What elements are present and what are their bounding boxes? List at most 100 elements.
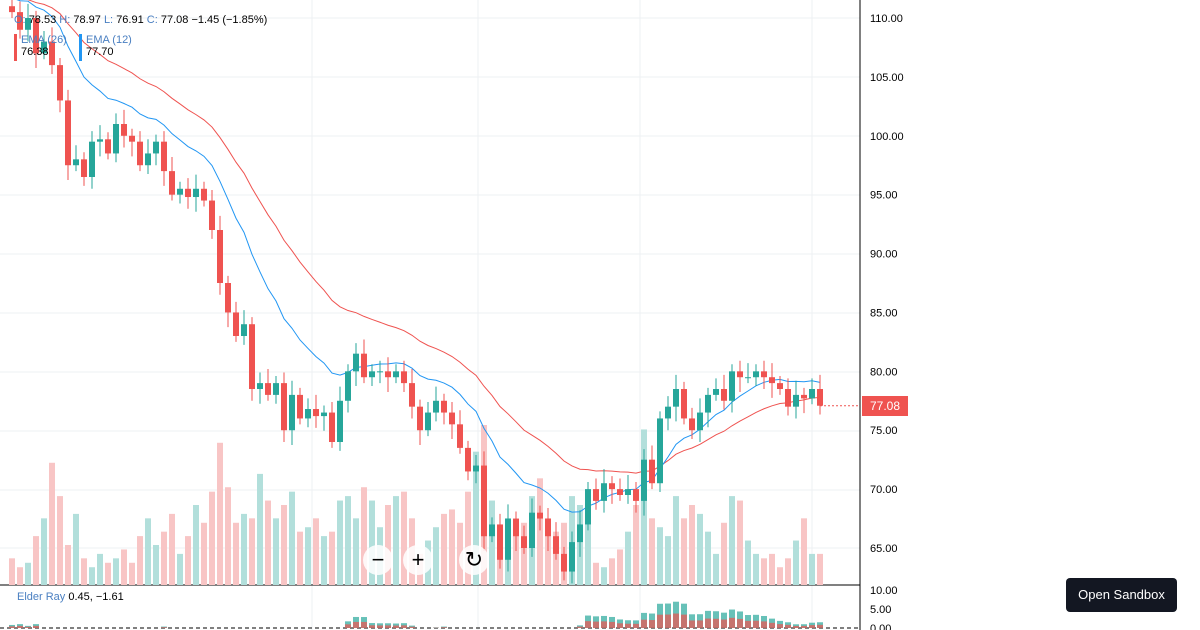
volume-bar (289, 491, 295, 585)
candle-body (129, 135, 135, 142)
volume-bar (65, 545, 71, 585)
candle-body (769, 377, 775, 384)
bear-power-bar (393, 625, 399, 628)
volume-bar (585, 518, 591, 585)
candle-body (153, 141, 159, 154)
elder-axis-label: 10.00 (870, 585, 898, 597)
bear-power-bar (681, 614, 687, 628)
volume-bar (393, 496, 399, 585)
bear-power-bar (809, 625, 815, 628)
zoom-in-button[interactable]: + (403, 545, 433, 575)
volume-bar (233, 522, 239, 585)
volume-bar (729, 496, 735, 585)
volume-bar (489, 500, 495, 585)
volume-bar (353, 518, 359, 585)
candle-body (737, 371, 743, 378)
volume-bar (321, 536, 327, 585)
bear-power-bar (577, 626, 583, 628)
volume-bar (537, 478, 543, 585)
candle-body (321, 412, 327, 417)
zoom-out-button[interactable]: − (363, 545, 393, 575)
volume-bar (369, 500, 375, 585)
candle-body (521, 536, 527, 548)
volume-bar (681, 518, 687, 585)
candle-body (641, 459, 647, 501)
candle-body (409, 383, 415, 407)
elder-axis-label: 0.00 (870, 623, 891, 630)
bear-power-bar (385, 625, 391, 628)
candle-body (345, 371, 351, 401)
bear-power-bar (785, 624, 791, 628)
volume-bar (793, 540, 799, 585)
price-axis-label: 90.00 (870, 249, 898, 261)
candle-body (249, 324, 255, 389)
candle-body (753, 371, 759, 378)
candle-body (777, 383, 783, 389)
bear-power-bar (601, 621, 607, 628)
ema12-line (16, 0, 821, 513)
bear-power-bar (657, 614, 663, 628)
candle-body (481, 465, 487, 537)
candle-body (593, 489, 599, 501)
candle-body (729, 371, 735, 401)
candle-body (33, 18, 39, 54)
candle-body (113, 124, 119, 154)
candle-body (257, 383, 263, 389)
reset-button[interactable]: ↻ (459, 545, 489, 575)
volume-bar (281, 505, 287, 585)
ema26-line (25, 0, 821, 474)
candle-body (273, 383, 279, 395)
volume-bar (401, 491, 407, 585)
volume-bar (385, 505, 391, 585)
bear-power-bar (625, 623, 631, 628)
volume-bar (337, 500, 343, 585)
volume-bar (225, 487, 231, 585)
volume-bar (241, 513, 247, 585)
candle-body (689, 418, 695, 431)
candle-body (401, 371, 407, 384)
candle-body (585, 489, 591, 525)
volume-bar (209, 491, 215, 585)
volume-bar (761, 558, 767, 585)
candle-body (241, 324, 247, 336)
volume-bar (449, 509, 455, 585)
volume-bar (113, 558, 119, 585)
price-axis-label: 110.00 (870, 13, 903, 25)
volume-bar (153, 545, 159, 585)
volume-bar (361, 487, 367, 585)
low-value: 76.91 (116, 14, 144, 26)
candle-body (57, 65, 63, 101)
candle-body (193, 188, 199, 198)
volume-bar (145, 518, 151, 585)
candle-body (313, 409, 319, 417)
candle-body (9, 6, 15, 13)
candle-body (457, 424, 463, 448)
candle-body (225, 283, 231, 313)
open-sandbox-button[interactable]: Open Sandbox (1066, 578, 1177, 612)
candle-body (25, 18, 31, 30)
bear-power-bar (737, 618, 743, 628)
candle-body (617, 489, 623, 495)
bear-power-bar (345, 624, 351, 628)
volume-bar (593, 562, 599, 585)
candle-body (649, 459, 655, 484)
bear-power-bar (609, 621, 615, 628)
bear-power-bar (633, 623, 639, 628)
candle-body (553, 536, 559, 554)
volume-bar (129, 562, 135, 585)
bear-power-bar (689, 620, 695, 628)
candle-body (473, 465, 479, 472)
candle-body (105, 139, 111, 154)
bear-power-bar (705, 618, 711, 628)
bear-power-bar (753, 620, 759, 628)
candle-body (353, 353, 359, 372)
volume-bar (689, 505, 695, 585)
volume-bar (97, 553, 103, 585)
candle-body (49, 41, 55, 66)
volume-bar (249, 518, 255, 585)
volume-bar (745, 540, 751, 585)
candle-body (65, 100, 71, 166)
volume-bar (513, 531, 519, 585)
volume-bar (769, 553, 775, 585)
